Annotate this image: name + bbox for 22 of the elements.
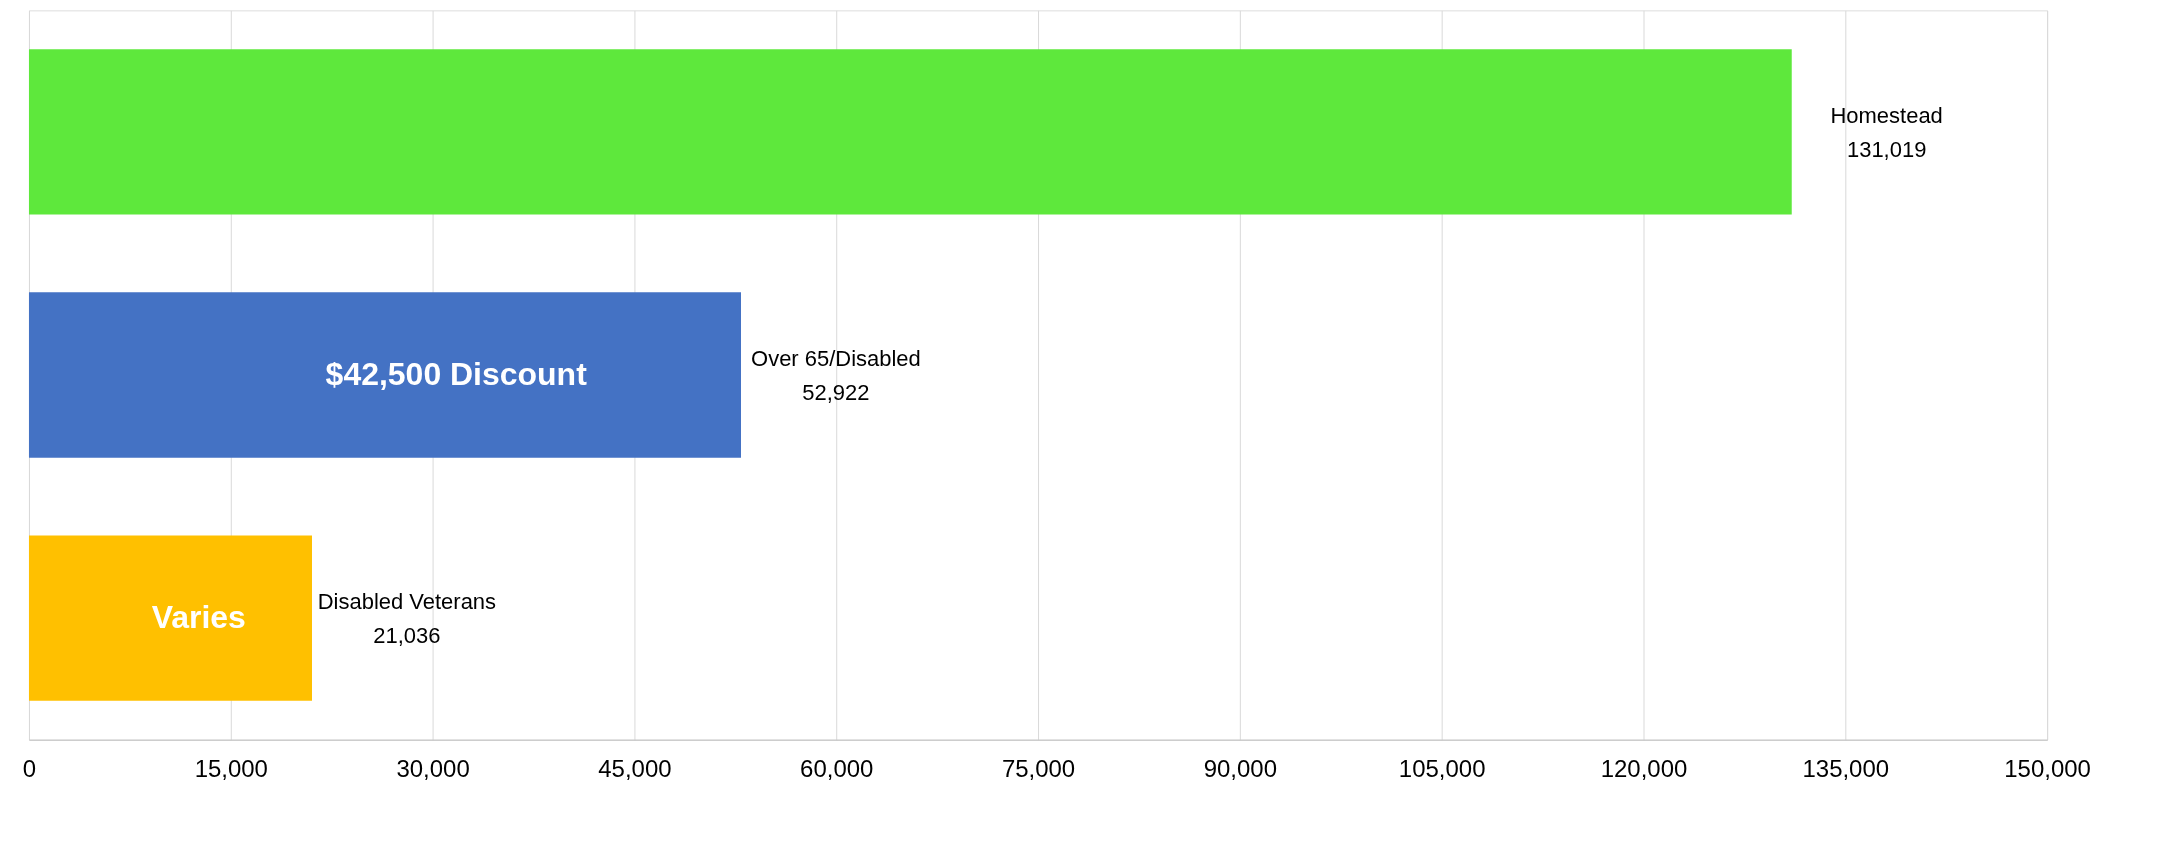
x-tick-label: 105,000 — [1398, 755, 1486, 783]
x-tick-label: 135,000 — [1802, 755, 1890, 783]
y-tick-label: Homestead — [1830, 102, 1943, 128]
bar — [28, 49, 1792, 215]
data-label: 52,922 — [802, 379, 870, 405]
annotation: Varies — [151, 599, 246, 636]
data-label: 21,036 — [373, 623, 441, 649]
y-tick-label: Over 65/Disabled — [751, 346, 921, 372]
annotation: $42,500 Discount — [325, 356, 588, 393]
x-tick-label: 60,000 — [800, 755, 874, 783]
x-tick-label: 30,000 — [396, 755, 470, 783]
data-label: 131,019 — [1846, 136, 1927, 162]
x-tick-label: 90,000 — [1203, 755, 1278, 783]
x-tick-label: 150,000 — [2004, 755, 2091, 783]
x-tick-label: 45,000 — [598, 755, 672, 783]
y-tick-label: Disabled Veterans — [317, 589, 497, 615]
bar — [28, 292, 741, 458]
bar — [28, 535, 312, 701]
x-tick-label: 15,000 — [194, 755, 268, 783]
x-tick-label: 120,000 — [1600, 755, 1688, 783]
x-tick-label: 75,000 — [1001, 755, 1076, 783]
x-tick-label: 0 — [22, 755, 37, 783]
